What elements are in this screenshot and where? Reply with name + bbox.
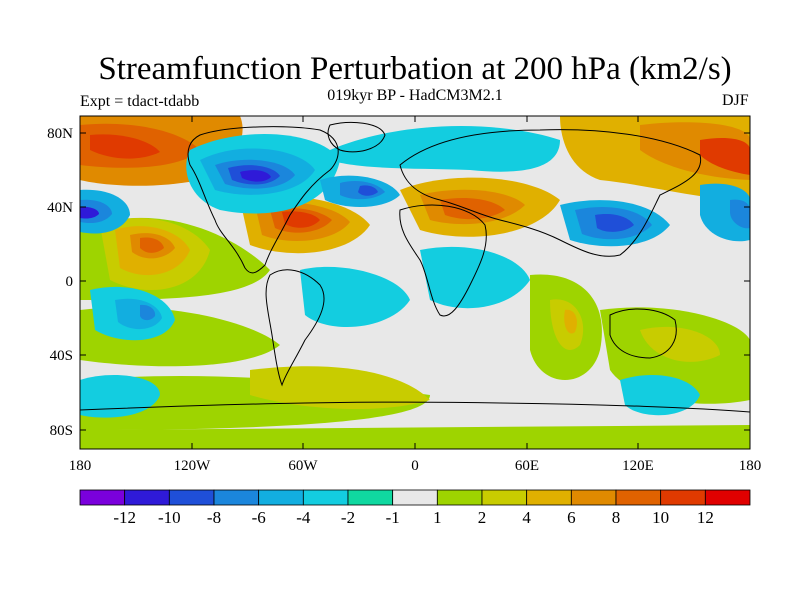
colorbar-swatch: [258, 489, 304, 506]
lon-tick-label: 60W: [288, 458, 318, 474]
colorbar-label: 1: [433, 508, 442, 527]
lon-tick-label: 180: [69, 458, 92, 474]
lon-tick-label: 60E: [515, 458, 539, 474]
colorbar-swatch: [347, 489, 394, 506]
colorbar-swatch: [213, 489, 260, 506]
colorbar-label: -10: [158, 508, 181, 527]
colorbar-label: -6: [252, 508, 266, 527]
colorbar-swatch: [660, 489, 706, 506]
colorbar-label: -8: [207, 508, 221, 527]
lon-tick-label: 180: [739, 458, 762, 474]
experiment-label: Expt = tdact-tdabb: [80, 93, 200, 110]
season-label: DJF: [722, 92, 749, 109]
lon-axis: 180 120W 60W 0 60E 120E 180: [69, 116, 762, 474]
colorbar-label: -1: [386, 508, 400, 527]
colorbar-swatch: [124, 489, 170, 506]
colorbar-label: 10: [652, 508, 669, 527]
lat-tick-label: 0: [66, 274, 74, 290]
page-title: Streamfunction Perturbation at 200 hPa (…: [98, 51, 732, 87]
colorbar-swatch: [302, 489, 349, 506]
colorbar-label: -4: [296, 508, 311, 527]
lon-tick-label: 120E: [622, 458, 654, 474]
lat-axis: 80N 40N 0 40S 80S: [47, 126, 750, 439]
colorbar-swatch: [392, 489, 438, 506]
lat-tick-label: 40N: [47, 200, 73, 216]
colorbar-swatch: [436, 489, 483, 506]
colorbar: -12 -10 -8 -6 -4 -2 -1 1 2 4 6 8 10 12: [79, 489, 751, 527]
colorbar-label: -12: [113, 508, 136, 527]
lat-tick-label: 40S: [50, 348, 73, 364]
colorbar-label: 6: [567, 508, 576, 527]
lat-tick-label: 80N: [47, 126, 73, 142]
map-panel: [80, 116, 750, 449]
lon-tick-label: 120W: [174, 458, 212, 474]
coastlines: [80, 121, 750, 413]
contour-fields: [80, 116, 750, 449]
lon-tick-label: 0: [411, 458, 419, 474]
subtitle: 019kyr BP - HadCM3M2.1: [327, 87, 503, 104]
colorbar-swatch: [570, 489, 617, 506]
colorbar-swatch: [704, 489, 751, 506]
colorbar-label: 8: [612, 508, 621, 527]
colorbar-label: 2: [478, 508, 487, 527]
colorbar-swatch: [168, 489, 215, 506]
lat-tick-label: 80S: [50, 423, 73, 439]
colorbar-label: 4: [522, 508, 531, 527]
colorbar-swatch: [79, 489, 126, 506]
colorbar-label: 12: [697, 508, 714, 527]
colorbar-swatch: [526, 489, 572, 506]
colorbar-swatch: [615, 489, 662, 506]
colorbar-label: -2: [341, 508, 355, 527]
colorbar-swatch: [481, 489, 528, 506]
